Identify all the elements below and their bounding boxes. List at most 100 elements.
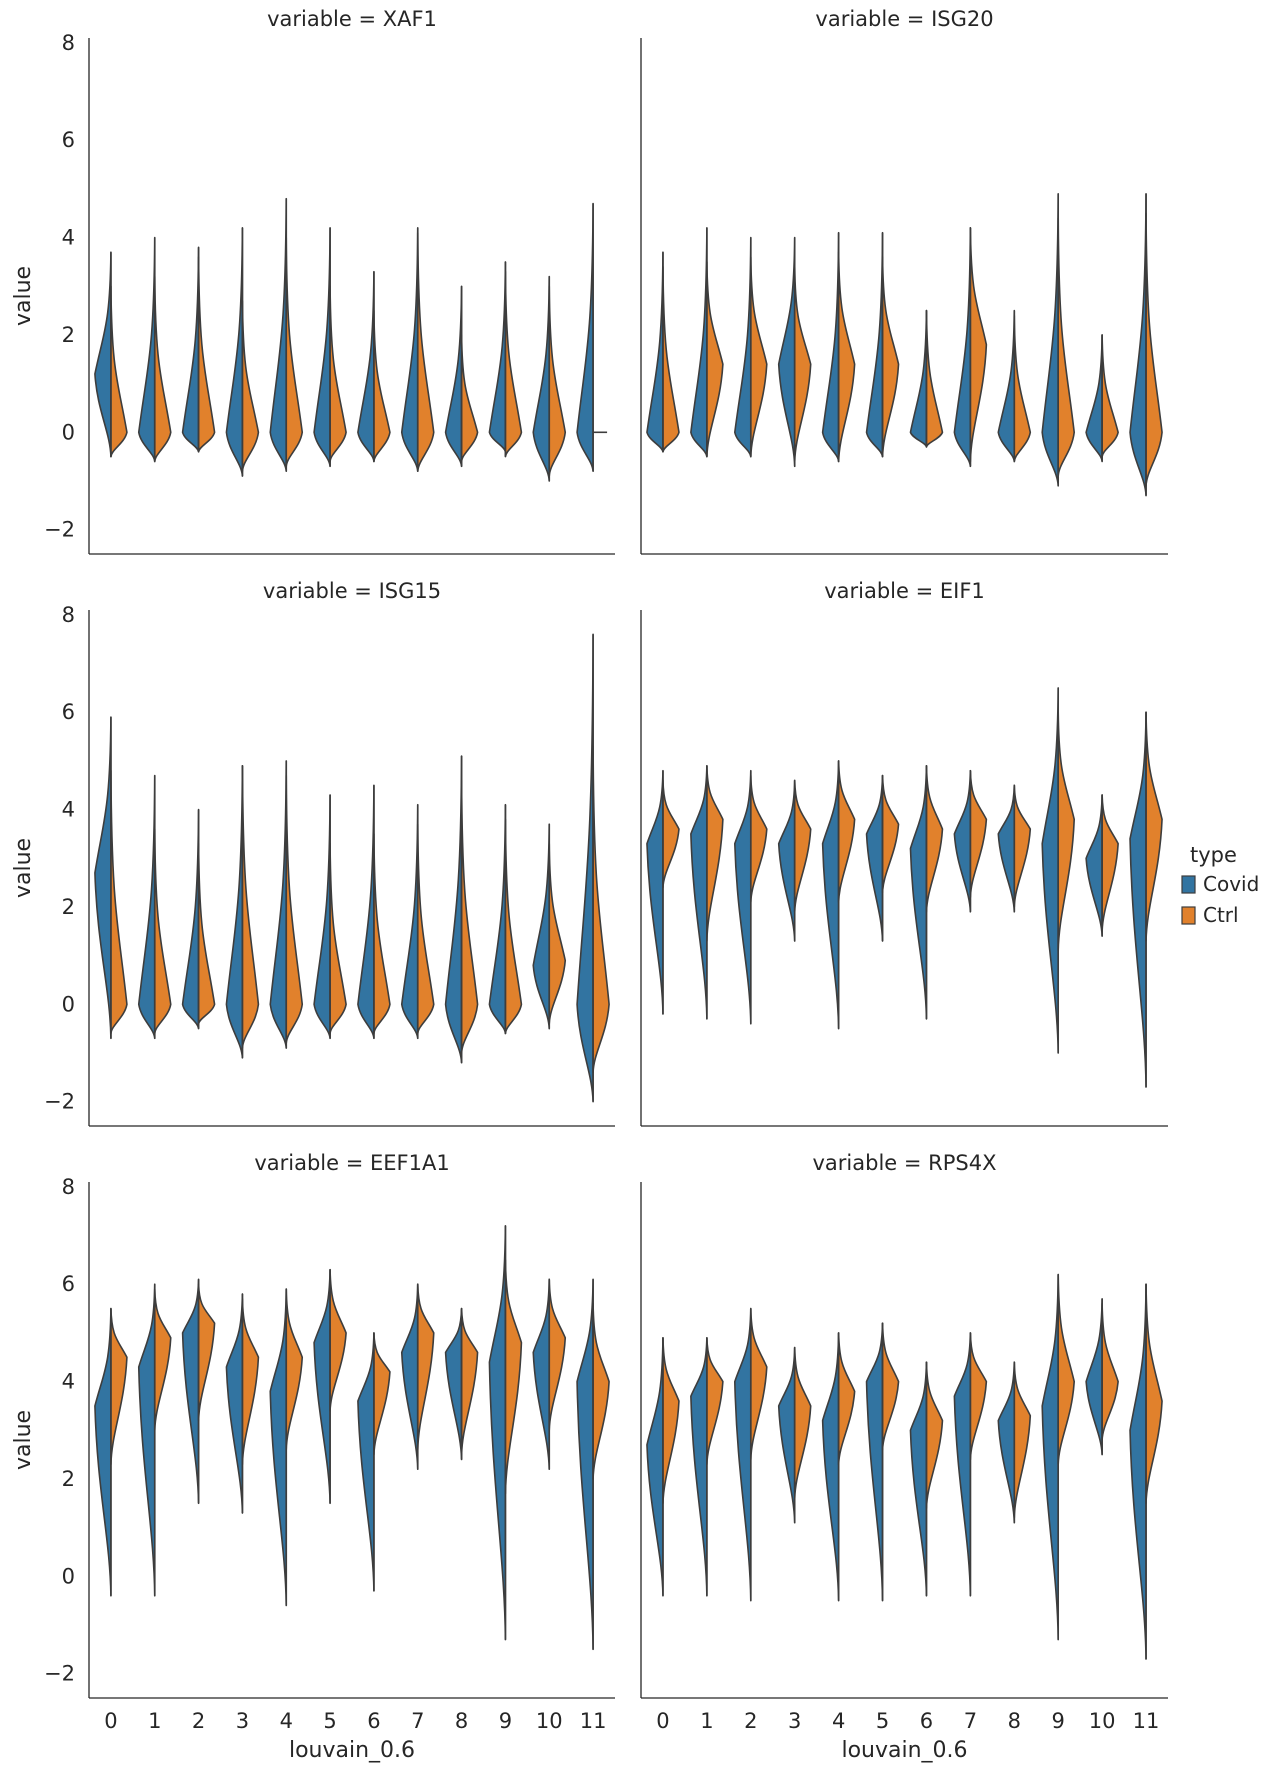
violin-covid-half [576,1278,594,1651]
y-axis-label: value [11,266,36,326]
violin-covid-half [821,760,840,1030]
violin-covid-half [733,1307,752,1602]
panel-title: variable = ISG20 [815,7,993,31]
violin-covid-half [953,227,972,468]
violin-ctrl-half [197,1283,216,1422]
violin-covid-half [400,803,419,1040]
violin-ctrl-half [241,1298,260,1466]
x-tick-label: 11 [580,1709,607,1733]
y-tick-label: 6 [62,1272,75,1296]
y-tick-label: 4 [62,798,75,822]
violin-covid-half [576,633,594,1103]
violin-ctrl-half [662,1336,680,1505]
violin-covid-half [225,227,244,477]
y-tick-label: −2 [44,518,75,542]
violin-covid-half [909,309,928,448]
violin-covid-half [1085,794,1103,937]
violin-ctrl-half [706,1336,724,1466]
violin-ctrl-half [197,842,216,1025]
panel-title: variable = EIF1 [824,579,985,603]
x-tick-label: 4 [832,1709,845,1733]
violin-covid-half [1041,687,1060,1054]
x-tick-label: 6 [367,1709,380,1733]
violin-ctrl-half [925,764,944,913]
violin-covid-half [777,236,796,468]
y-tick-label: 8 [62,603,75,627]
panel-title: variable = ISG15 [263,579,441,603]
violin-ctrl-half [837,760,856,903]
violin-ctrl-half [1101,1302,1119,1441]
violin-ctrl-half [925,309,944,448]
violin-covid-half [400,1283,419,1471]
violin-covid-half [357,1332,375,1592]
x-tick-label: 0 [104,1709,117,1733]
y-axis-label: value [11,1410,36,1470]
violin-ctrl-half [1145,711,1163,942]
y-axis-label: value [11,838,36,898]
violin-ctrl-half [285,774,304,1045]
legend: type Covid Ctrl [1181,843,1259,927]
violin-covid-half [269,760,288,1049]
violin-ctrl-half [548,1278,567,1432]
legend-swatch-covid [1181,875,1196,894]
x-tick-label: 2 [192,1709,205,1733]
violin-covid-half [444,1307,463,1461]
violin-covid-half [181,808,200,1030]
y-tick-label: 8 [62,1175,75,1199]
facet-panel: variable = ISG15 −2 0 2 4 6 8 value [11,579,615,1127]
violin-ctrl-half [881,1322,900,1451]
violin-ctrl-half [969,1332,988,1461]
violin-ctrl-half [881,774,900,894]
legend-label-ctrl: Ctrl [1203,903,1239,927]
x-tick-label: 0 [656,1709,669,1733]
violin-covid-half [865,774,884,942]
violin-ctrl-half [1013,1361,1032,1519]
violin-ctrl-half [329,842,347,1035]
violin-ctrl-half [285,1288,304,1451]
violin-ctrl-half [837,1332,856,1466]
violin-covid-half [94,716,112,1040]
x-tick-label: 6 [920,1709,933,1733]
violin-covid-half [1129,192,1147,497]
violin-ctrl-half [241,300,260,473]
violin-ctrl-half [1145,212,1163,487]
y-tick-label: 2 [62,323,75,347]
violin-ctrl-half [1101,334,1119,458]
panel-title: variable = RPS4X [813,1151,997,1175]
violin-covid-half [137,1283,156,1597]
violin-ctrl-half [925,1361,944,1509]
violin-ctrl-half [110,769,128,1035]
violin-covid-half [733,236,752,458]
violin-ctrl-half [749,256,768,458]
y-tick-label: 0 [62,1564,75,1588]
violin-ctrl-half [416,823,435,1035]
legend-title: type [1190,843,1237,867]
violin-covid-half [444,755,463,1064]
violin-covid-half [690,764,708,1020]
violin-covid-half [646,251,664,453]
violin-ctrl-half [837,251,856,463]
violin-covid-half [865,231,884,458]
violin-ctrl-half [504,818,523,1035]
violin-ctrl-half [460,1307,479,1456]
violin-ctrl-half [548,285,567,477]
violin-covid-half [821,1332,840,1602]
y-tick-label: 2 [62,895,75,919]
violin-covid-half [532,823,551,1030]
x-tick-label: 7 [411,1709,424,1733]
y-tick-label: 4 [62,226,75,250]
violin-covid-half [1041,1273,1060,1641]
violin-covid-half [488,1225,507,1641]
legend-swatch-ctrl [1181,906,1196,925]
violin-covid-half [997,309,1016,463]
violin-covid-half [646,1336,664,1597]
violin-ctrl-half [504,270,523,458]
violin-ctrl-half [706,261,724,458]
violin-covid-half [357,270,375,463]
y-tick-label: 8 [62,31,75,55]
violin-covid-half [225,1293,244,1514]
violin-ctrl-half [460,779,479,1054]
y-tick-label: 2 [62,1467,75,1491]
violin-ctrl-half [460,334,479,463]
